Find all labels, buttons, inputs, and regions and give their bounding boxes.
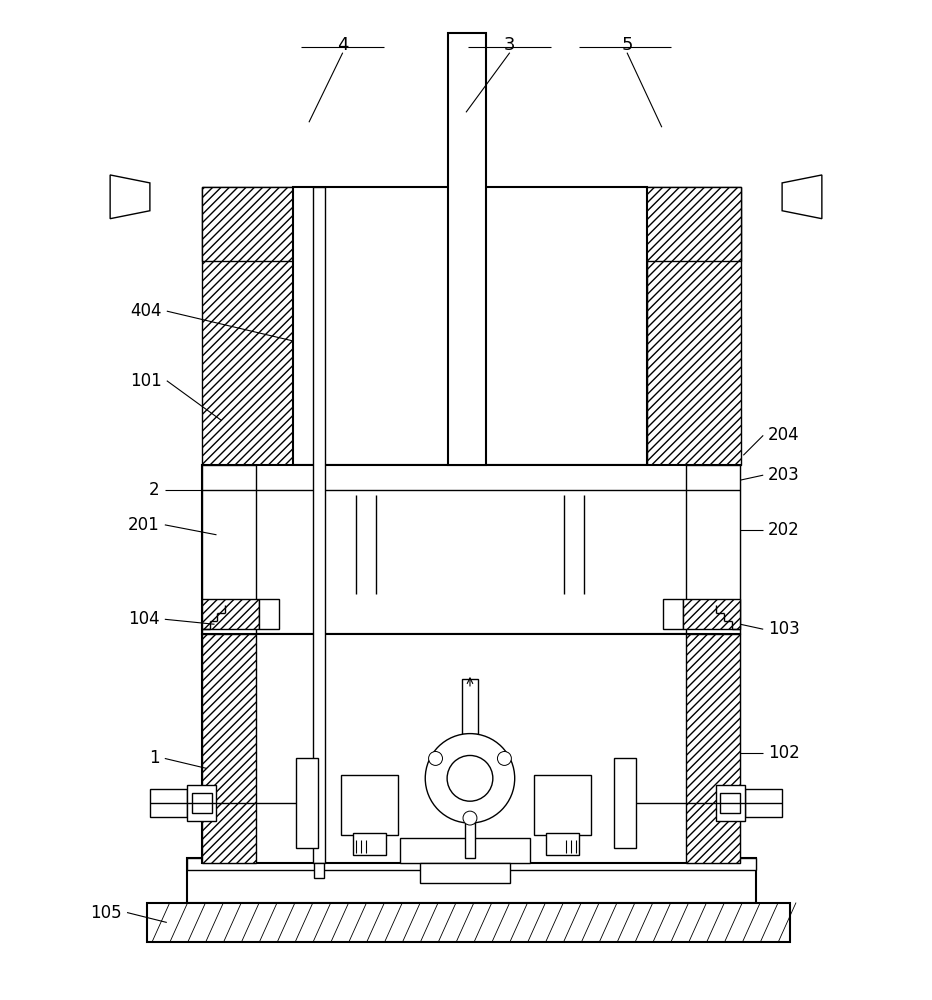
Bar [448,33,486,465]
Text: 103: 103 [768,620,800,638]
Circle shape [429,751,443,765]
Bar [201,599,259,629]
Bar [192,793,212,813]
Bar [465,823,475,858]
Text: 204: 204 [768,426,800,444]
Text: 203: 203 [768,466,800,484]
Text: 404: 404 [130,302,162,320]
Bar [201,634,740,863]
Bar [663,599,683,629]
Text: 1: 1 [149,749,159,767]
Bar [746,789,782,817]
Bar [201,187,293,465]
Text: 102: 102 [768,744,800,762]
Circle shape [425,734,514,823]
Bar [201,465,740,634]
Bar [683,599,740,629]
Bar [313,187,325,863]
Text: 202: 202 [768,521,800,539]
Bar [545,833,580,855]
Bar [293,187,647,465]
Bar [341,775,398,835]
Text: 2: 2 [149,481,159,499]
Bar [720,793,740,813]
Circle shape [447,755,493,801]
Bar [686,465,740,634]
Text: 201: 201 [128,516,159,534]
Bar [201,465,256,634]
Bar [401,838,529,863]
Bar [716,785,746,821]
Text: 4: 4 [337,36,349,54]
Bar [296,758,318,848]
Text: 105: 105 [90,904,122,922]
Bar [147,903,790,942]
Text: 5: 5 [622,36,633,54]
Text: 104: 104 [129,610,159,628]
Bar [314,863,323,878]
Bar [647,187,741,465]
Polygon shape [110,175,150,219]
Text: 101: 101 [130,372,162,390]
Bar [186,858,756,870]
Polygon shape [782,175,822,219]
Bar [614,758,636,848]
Bar [201,187,741,261]
Bar [534,775,591,835]
Text: 3: 3 [504,36,515,54]
Bar [201,634,256,863]
Bar [462,679,478,734]
Bar [686,634,740,863]
Circle shape [498,751,512,765]
Bar [186,785,216,821]
Circle shape [463,811,477,825]
Bar [186,858,756,903]
Bar [259,599,279,629]
Bar [352,833,387,855]
Bar [420,863,510,883]
Bar [150,789,186,817]
